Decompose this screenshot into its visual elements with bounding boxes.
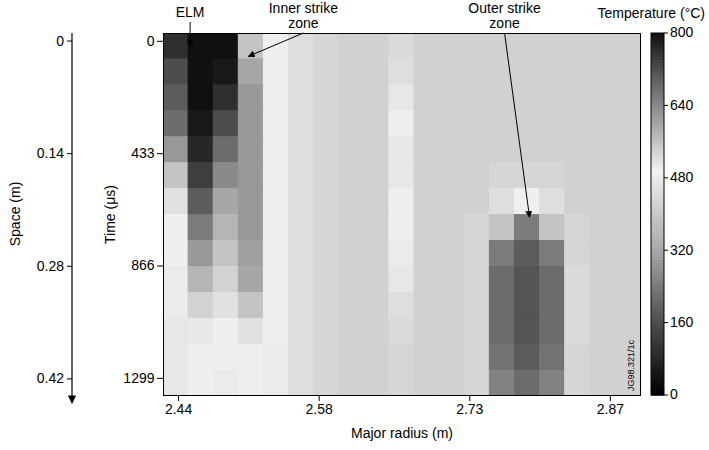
svg-text:2.87: 2.87 xyxy=(597,401,624,417)
svg-text:160: 160 xyxy=(670,314,694,330)
svg-text:ELM: ELM xyxy=(176,4,205,20)
svg-text:320: 320 xyxy=(670,242,694,258)
svg-text:800: 800 xyxy=(670,24,694,40)
svg-text:2.73: 2.73 xyxy=(456,401,483,417)
svg-text:480: 480 xyxy=(670,169,694,185)
svg-text:0: 0 xyxy=(670,386,678,402)
svg-text:0: 0 xyxy=(56,33,64,49)
svg-text:JG98.321/1c: JG98.321/1c xyxy=(626,339,636,391)
svg-text:0: 0 xyxy=(147,33,155,49)
svg-text:Outer strikezone: Outer strikezone xyxy=(468,0,541,31)
svg-text:866: 866 xyxy=(131,257,155,273)
svg-text:Time (μs): Time (μs) xyxy=(102,185,118,244)
svg-text:640: 640 xyxy=(670,97,694,113)
svg-text:433: 433 xyxy=(131,145,155,161)
svg-text:2.58: 2.58 xyxy=(306,401,333,417)
svg-text:0.42: 0.42 xyxy=(37,370,64,386)
svg-text:Space (m): Space (m) xyxy=(7,182,23,247)
svg-text:Inner strikezone: Inner strikezone xyxy=(269,0,338,31)
svg-text:0.28: 0.28 xyxy=(37,258,64,274)
svg-text:2.44: 2.44 xyxy=(165,401,192,417)
svg-text:Temperature (°C): Temperature (°C) xyxy=(597,5,705,21)
svg-text:0.14: 0.14 xyxy=(37,145,64,161)
svg-text:1299: 1299 xyxy=(123,370,154,386)
svg-text:Major radius (m): Major radius (m) xyxy=(351,425,453,441)
